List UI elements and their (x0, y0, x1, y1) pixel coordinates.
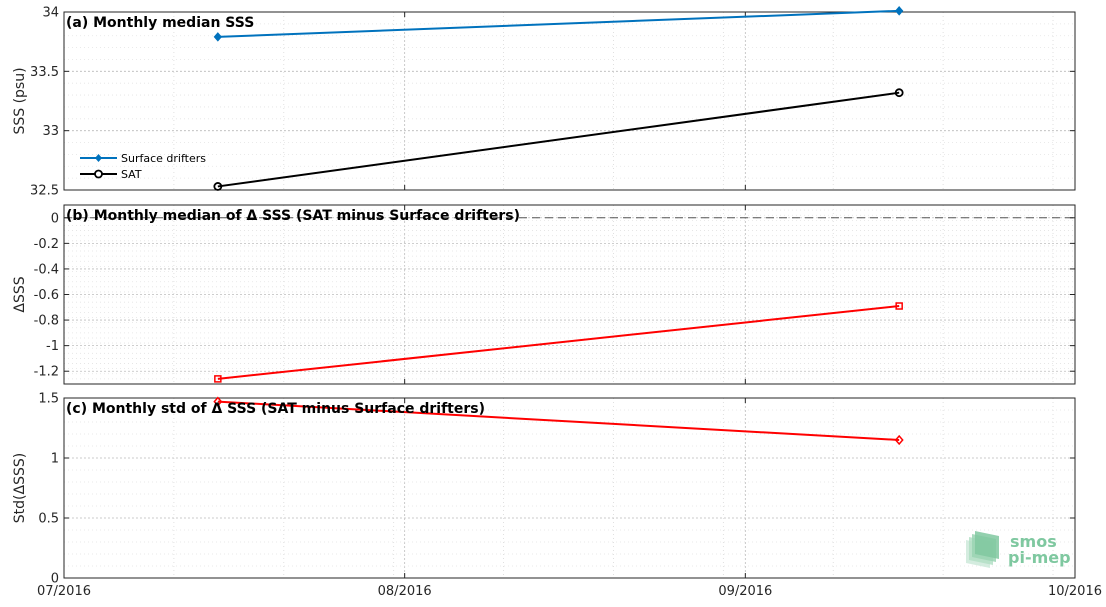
legend-label: SAT (121, 168, 142, 181)
data-point (895, 6, 904, 16)
series-sat (213, 88, 904, 191)
axes-box (63, 11, 1076, 191)
logo-text-pimep: pi-mep (1008, 548, 1071, 567)
y-tick-label: 1 (51, 452, 59, 467)
y-tick-label: -0.8 (34, 314, 59, 329)
legend-marker (95, 154, 102, 162)
axes-box (63, 397, 1076, 579)
series-0 (214, 302, 903, 383)
y-tick-label: 33.5 (30, 65, 59, 80)
series-line (217, 9, 900, 38)
data-point (213, 182, 223, 191)
y-tick-label: -1 (46, 339, 59, 354)
y-tick-label: -0.6 (34, 288, 59, 303)
legend-marker (94, 169, 103, 179)
y-tick-label: 0 (51, 572, 59, 587)
y-axis-label: ΔSSS (12, 276, 28, 312)
logo-layer-shape (975, 531, 999, 559)
x-tick-label: 07/2016 (37, 584, 91, 599)
panel-title: (b) Monthly median of Δ SSS (SAT minus S… (66, 208, 520, 224)
y-tick-label: -0.2 (34, 237, 59, 252)
y-axis-label: SSS (psu) (12, 67, 28, 134)
series-0 (213, 396, 904, 446)
series-line (217, 91, 900, 188)
y-tick-label: -0.4 (34, 262, 59, 277)
data-point (895, 302, 903, 310)
y-tick-label: 1.5 (38, 392, 59, 407)
data-point (214, 375, 222, 383)
plot-area (64, 398, 1075, 578)
y-tick-label: 0 (51, 211, 59, 226)
data-point (894, 434, 904, 446)
y-tick-label: 33 (42, 124, 59, 139)
series-line (217, 400, 900, 441)
series-line (217, 305, 900, 380)
data-point (213, 32, 223, 42)
legend-label: Surface drifters (121, 152, 206, 165)
panel-b: 0 -0.2 -0.4 -0.6 -0.8 -1 -1.2 ΔSSS (b) Monthly m… (12, 204, 1076, 385)
panel-a: 32.5 33 33.5 34 SSS (psu) (a) Monthly median … (12, 6, 1076, 199)
panel-c: 0 0.5 1 1.5 07/2016 08/2016 09/2016 10/2016 Std(… (12, 392, 1102, 600)
legend: Surface drifters SAT (80, 152, 206, 181)
data-point (894, 88, 904, 98)
panel-title: (c) Monthly std of Δ SSS (SAT minus Surf… (66, 401, 485, 417)
logo-text-smos: smos (1010, 532, 1057, 551)
y-tick-label: -1.2 (34, 365, 59, 380)
y-tick-label: 32.5 (30, 184, 59, 199)
plot-area (64, 12, 1075, 190)
series-surface-drifters (213, 6, 904, 42)
x-tick-label: 09/2016 (718, 584, 772, 599)
x-tick-label: 08/2016 (378, 584, 432, 599)
panel-title: (a) Monthly median SSS (66, 15, 254, 31)
x-tick-label: 10/2016 (1048, 584, 1102, 599)
y-tick-label: 34 (42, 6, 59, 21)
y-tick-label: 0.5 (38, 512, 59, 527)
data-point (213, 396, 223, 407)
y-axis-label: Std(ΔSSS) (12, 453, 28, 523)
